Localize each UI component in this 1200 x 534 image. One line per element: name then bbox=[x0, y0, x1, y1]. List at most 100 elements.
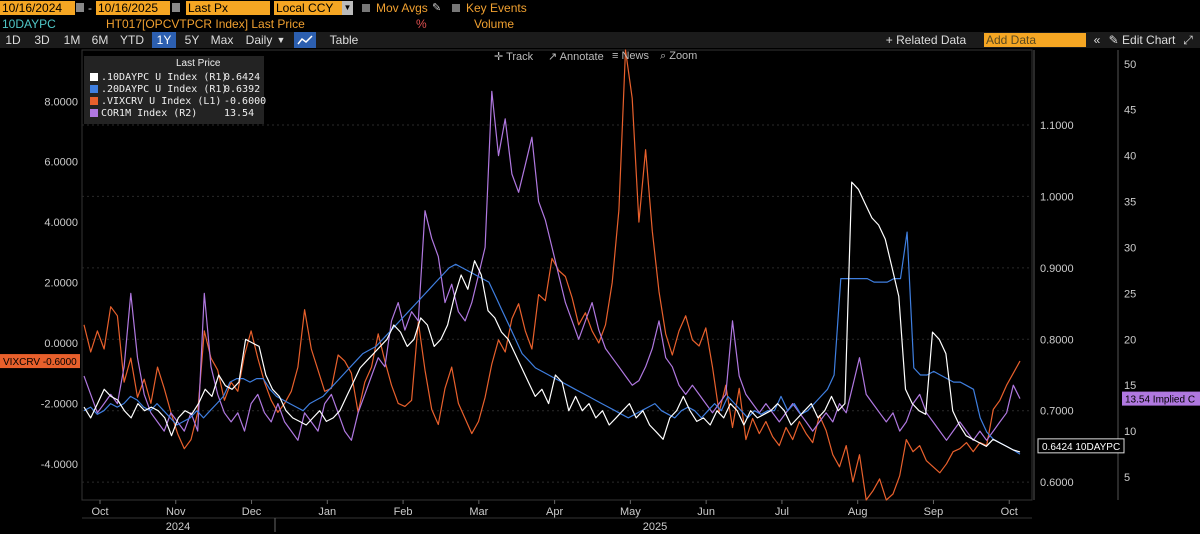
table-button[interactable]: Table bbox=[329, 33, 359, 47]
security-label: HT017[OPCVTPCR Index] Last Price bbox=[106, 17, 305, 31]
series-line-10daypc-u-index bbox=[83, 181, 1021, 453]
period-ytd[interactable]: YTD bbox=[120, 33, 144, 47]
annotate-label: Annotate bbox=[559, 51, 604, 63]
r1-last-value-tag bbox=[1037, 438, 1125, 454]
legend-label: .10DAYPC U Index (R1) bbox=[101, 72, 228, 83]
period-1d[interactable]: 1D bbox=[5, 33, 21, 47]
right2-tick-label: 35 bbox=[1124, 197, 1136, 209]
right2-tick-label: 30 bbox=[1124, 242, 1136, 254]
chart-legend: Last Price .10DAYPC U Index (R1) 0.6424 … bbox=[84, 56, 266, 124]
period-5y[interactable]: 5Y bbox=[184, 33, 200, 47]
legend-swatch bbox=[90, 97, 98, 105]
frequency-select[interactable]: Daily bbox=[245, 33, 273, 47]
x-tick-label: Jan bbox=[318, 506, 336, 518]
r1-last-value-label: 0.6424 10DAYPC bbox=[1042, 442, 1120, 453]
key-events-checkbox[interactable] bbox=[452, 4, 460, 12]
calendar-icon[interactable] bbox=[76, 3, 84, 12]
period-3d[interactable]: 3D bbox=[34, 33, 50, 47]
x-tick-label: Jun bbox=[697, 506, 715, 518]
edit-chart-label: Edit Chart bbox=[1122, 33, 1176, 47]
left-tick-label: -2.0000 bbox=[41, 398, 78, 410]
right1-tick-label: 0.6000 bbox=[1040, 477, 1074, 489]
edit-chart-button[interactable]: ✎ Edit Chart bbox=[1108, 33, 1176, 47]
track-tool[interactable]: ✛ Track bbox=[494, 51, 534, 63]
r2-last-value-tag bbox=[1122, 391, 1200, 406]
right2-tick-label: 40 bbox=[1124, 151, 1136, 163]
calendar-icon[interactable] bbox=[172, 3, 180, 12]
legend-label: .20DAYPC U Index (R1) bbox=[101, 84, 228, 95]
legend-value: 0.6424 bbox=[224, 72, 261, 83]
legend-row[interactable]: .20DAYPC U Index (R1) 0.6392 bbox=[90, 84, 260, 96]
right2-tick-label: 50 bbox=[1124, 59, 1136, 71]
legend-label: .VIXCRV U Index (L1) bbox=[101, 96, 222, 107]
right2-tick-label: 45 bbox=[1124, 105, 1136, 117]
x-tick-label: Dec bbox=[242, 506, 262, 518]
r2-last-value-label: 13.54 Implied C bbox=[1125, 395, 1195, 406]
price-field-select[interactable]: Last Px bbox=[186, 1, 270, 15]
left-tick-label: 4.0000 bbox=[44, 217, 78, 229]
news-tool[interactable]: ≡ News bbox=[612, 50, 649, 62]
start-date-input[interactable]: 10/16/2024 bbox=[0, 1, 75, 15]
add-data-input[interactable]: Add Data bbox=[984, 33, 1086, 47]
right2-tick-label: 25 bbox=[1124, 288, 1136, 300]
line-chart-icon[interactable] bbox=[294, 32, 316, 48]
track-label: Track bbox=[506, 51, 534, 63]
related-data-button[interactable]: + Related Data bbox=[885, 33, 967, 47]
period-1y[interactable]: 1Y bbox=[152, 32, 176, 48]
chart-toolbar: 1D 3D 1M 6M YTD 1Y 5Y Max Daily ▼ Table … bbox=[0, 32, 1200, 48]
right2-tick-label: 15 bbox=[1124, 380, 1136, 392]
x-tick-label: Feb bbox=[394, 506, 413, 518]
legend-swatch bbox=[90, 73, 98, 81]
left-tick-label: 6.0000 bbox=[44, 157, 78, 169]
left-tick-label: 8.0000 bbox=[44, 96, 78, 108]
x-tick-label: Oct bbox=[1001, 506, 1018, 518]
period-1m[interactable]: 1M bbox=[63, 33, 81, 47]
legend-row[interactable]: .10DAYPC U Index (R1) 0.6424 bbox=[90, 72, 260, 84]
legend-value: 13.54 bbox=[224, 108, 255, 119]
chevron-down-icon[interactable]: ▼ bbox=[276, 35, 286, 45]
x-tick-label: Sep bbox=[924, 506, 944, 518]
right1-tick-label: 1.0000 bbox=[1040, 191, 1074, 203]
legend-row[interactable]: COR1M Index (R2) 13.54 bbox=[90, 108, 254, 120]
mov-avgs-label[interactable]: Mov Avgs bbox=[376, 1, 428, 15]
legend-value: 0.6392 bbox=[224, 84, 261, 95]
right1-tick-label: 0.7000 bbox=[1040, 406, 1074, 418]
end-date-input[interactable]: 10/16/2025 bbox=[96, 1, 170, 15]
series-line-cor1m-index bbox=[83, 90, 1021, 441]
left-tick-label: 0.0000 bbox=[44, 338, 78, 350]
x-tick-label: Mar bbox=[469, 506, 488, 518]
x-tick-label: Jul bbox=[775, 506, 789, 518]
x-tick-label: Apr bbox=[546, 506, 563, 518]
right1-tick-label: 0.8000 bbox=[1040, 334, 1074, 346]
period-max[interactable]: Max bbox=[210, 33, 234, 47]
annotate-tool[interactable]: ↗ Annotate bbox=[548, 51, 604, 63]
ticker-label: 10DAYPC bbox=[2, 17, 56, 31]
left-tick-label: -4.0000 bbox=[41, 459, 78, 471]
legend-swatch bbox=[90, 85, 98, 93]
year-label: 2025 bbox=[643, 521, 667, 533]
collapse-icon[interactable]: « bbox=[1093, 33, 1101, 47]
key-events-label[interactable]: Key Events bbox=[466, 1, 527, 15]
mov-avgs-checkbox[interactable] bbox=[362, 4, 370, 12]
news-label: News bbox=[621, 50, 649, 62]
zoom-tool[interactable]: ⌕ Zoom bbox=[660, 50, 698, 62]
period-6m[interactable]: 6M bbox=[91, 33, 109, 47]
x-tick-label: Aug bbox=[848, 506, 868, 518]
expand-icon[interactable]: ⤢ bbox=[1183, 33, 1193, 47]
legend-row[interactable]: .VIXCRV U Index (L1) -0.6000 bbox=[90, 96, 266, 108]
right1-tick-label: 0.9000 bbox=[1040, 263, 1074, 275]
currency-select[interactable]: Local CCY bbox=[274, 1, 342, 15]
right2-tick-label: 20 bbox=[1124, 334, 1136, 346]
x-tick-label: Nov bbox=[166, 506, 186, 518]
left-last-value-tag bbox=[0, 354, 80, 369]
legend-label: COR1M Index (R2) bbox=[101, 108, 198, 119]
pencil-icon[interactable]: ✎ bbox=[432, 2, 442, 14]
volume-label: Volume bbox=[474, 17, 515, 31]
chevron-down-icon[interactable]: ▼ bbox=[342, 1, 353, 15]
right2-tick-label: 10 bbox=[1124, 426, 1136, 438]
left-tick-label: 2.0000 bbox=[44, 278, 78, 290]
left-last-value-label: VIXCRV -0.6000 bbox=[3, 357, 77, 368]
date-separator: - bbox=[88, 1, 92, 15]
zoom-label: Zoom bbox=[669, 50, 698, 62]
legend-value: -0.6000 bbox=[224, 96, 267, 107]
